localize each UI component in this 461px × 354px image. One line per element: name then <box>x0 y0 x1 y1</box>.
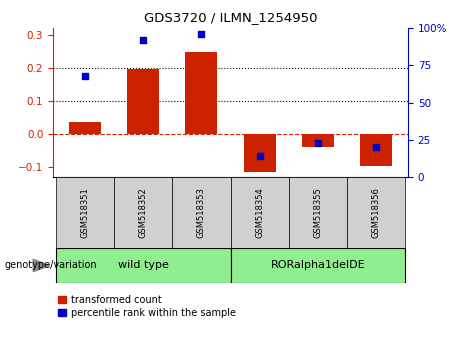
Text: GSM518354: GSM518354 <box>255 187 264 238</box>
FancyBboxPatch shape <box>114 177 172 248</box>
Point <box>256 153 263 159</box>
Text: RORalpha1delDE: RORalpha1delDE <box>271 261 365 270</box>
Bar <box>127 69 159 134</box>
Text: GSM518352: GSM518352 <box>139 187 148 238</box>
FancyBboxPatch shape <box>230 248 405 283</box>
Bar <box>69 122 101 134</box>
Bar <box>360 134 392 166</box>
FancyBboxPatch shape <box>347 177 405 248</box>
Text: GSM518356: GSM518356 <box>372 187 380 238</box>
Text: GSM518351: GSM518351 <box>81 187 89 238</box>
FancyBboxPatch shape <box>56 177 114 248</box>
Point <box>314 140 321 145</box>
Bar <box>185 52 218 134</box>
Point <box>198 32 205 37</box>
Text: GSM518353: GSM518353 <box>197 187 206 238</box>
Text: wild type: wild type <box>118 261 169 270</box>
Point <box>140 38 147 43</box>
Point <box>372 144 380 150</box>
Text: GSM518355: GSM518355 <box>313 187 322 238</box>
Bar <box>302 134 334 147</box>
FancyBboxPatch shape <box>289 177 347 248</box>
Legend: transformed count, percentile rank within the sample: transformed count, percentile rank withi… <box>58 295 236 318</box>
Title: GDS3720 / ILMN_1254950: GDS3720 / ILMN_1254950 <box>144 11 317 24</box>
FancyBboxPatch shape <box>172 177 230 248</box>
Bar <box>243 134 276 172</box>
Polygon shape <box>33 259 50 272</box>
Text: genotype/variation: genotype/variation <box>5 261 97 270</box>
Point <box>81 73 89 79</box>
FancyBboxPatch shape <box>56 248 230 283</box>
FancyBboxPatch shape <box>230 177 289 248</box>
